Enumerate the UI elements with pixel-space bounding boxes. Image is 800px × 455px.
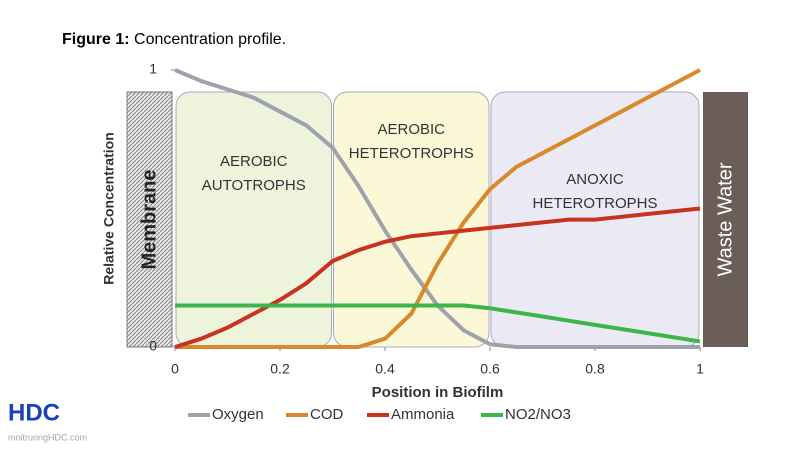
x-axis-label: Position in Biofilm: [372, 384, 504, 401]
zone-label: HETEROTROPHS: [532, 195, 657, 212]
membrane-label: Membrane: [138, 169, 160, 269]
series-line: [174, 206, 701, 349]
waste-water-label: Waste Water: [714, 162, 736, 276]
logo: HDC: [8, 399, 60, 426]
x-tick-label: 0.4: [375, 361, 395, 377]
caption-label: Figure 1:: [62, 31, 130, 48]
series-line: [175, 303, 701, 344]
legend-label: Oxygen: [212, 406, 264, 423]
x-tick-label: 0.8: [585, 361, 605, 377]
zone-label: AUTOTROPHS: [202, 177, 306, 194]
zone: [175, 91, 332, 348]
zone-label: AEROBIC: [220, 153, 288, 170]
site: moitruongHDC.com: [8, 432, 87, 442]
x-tick-label: 0.6: [480, 361, 500, 377]
x-tick-label: 1: [696, 361, 704, 377]
series-line: [175, 68, 701, 349]
x-tick-label: 0.2: [270, 361, 290, 377]
y-tick-label: 0: [149, 338, 157, 354]
x-tick-label: 0: [171, 361, 179, 377]
legend-label: COD: [310, 406, 344, 423]
zone-label: ANOXIC: [566, 171, 624, 188]
zone: [333, 91, 490, 348]
zone-label: HETEROTROPHS: [349, 145, 474, 162]
legend-label: NO2/NO3: [505, 406, 571, 423]
y-axis-label: Relative Concentration: [101, 132, 117, 284]
legend-label: Ammonia: [391, 406, 455, 423]
zone-label: AEROBIC: [377, 121, 445, 138]
y-tick-label: 1: [149, 61, 157, 77]
caption: Figure 1: Concentration profile.: [62, 31, 286, 48]
membrane: [126, 91, 173, 348]
caption-text: Concentration profile.: [134, 31, 286, 48]
waste-water: [703, 92, 748, 347]
